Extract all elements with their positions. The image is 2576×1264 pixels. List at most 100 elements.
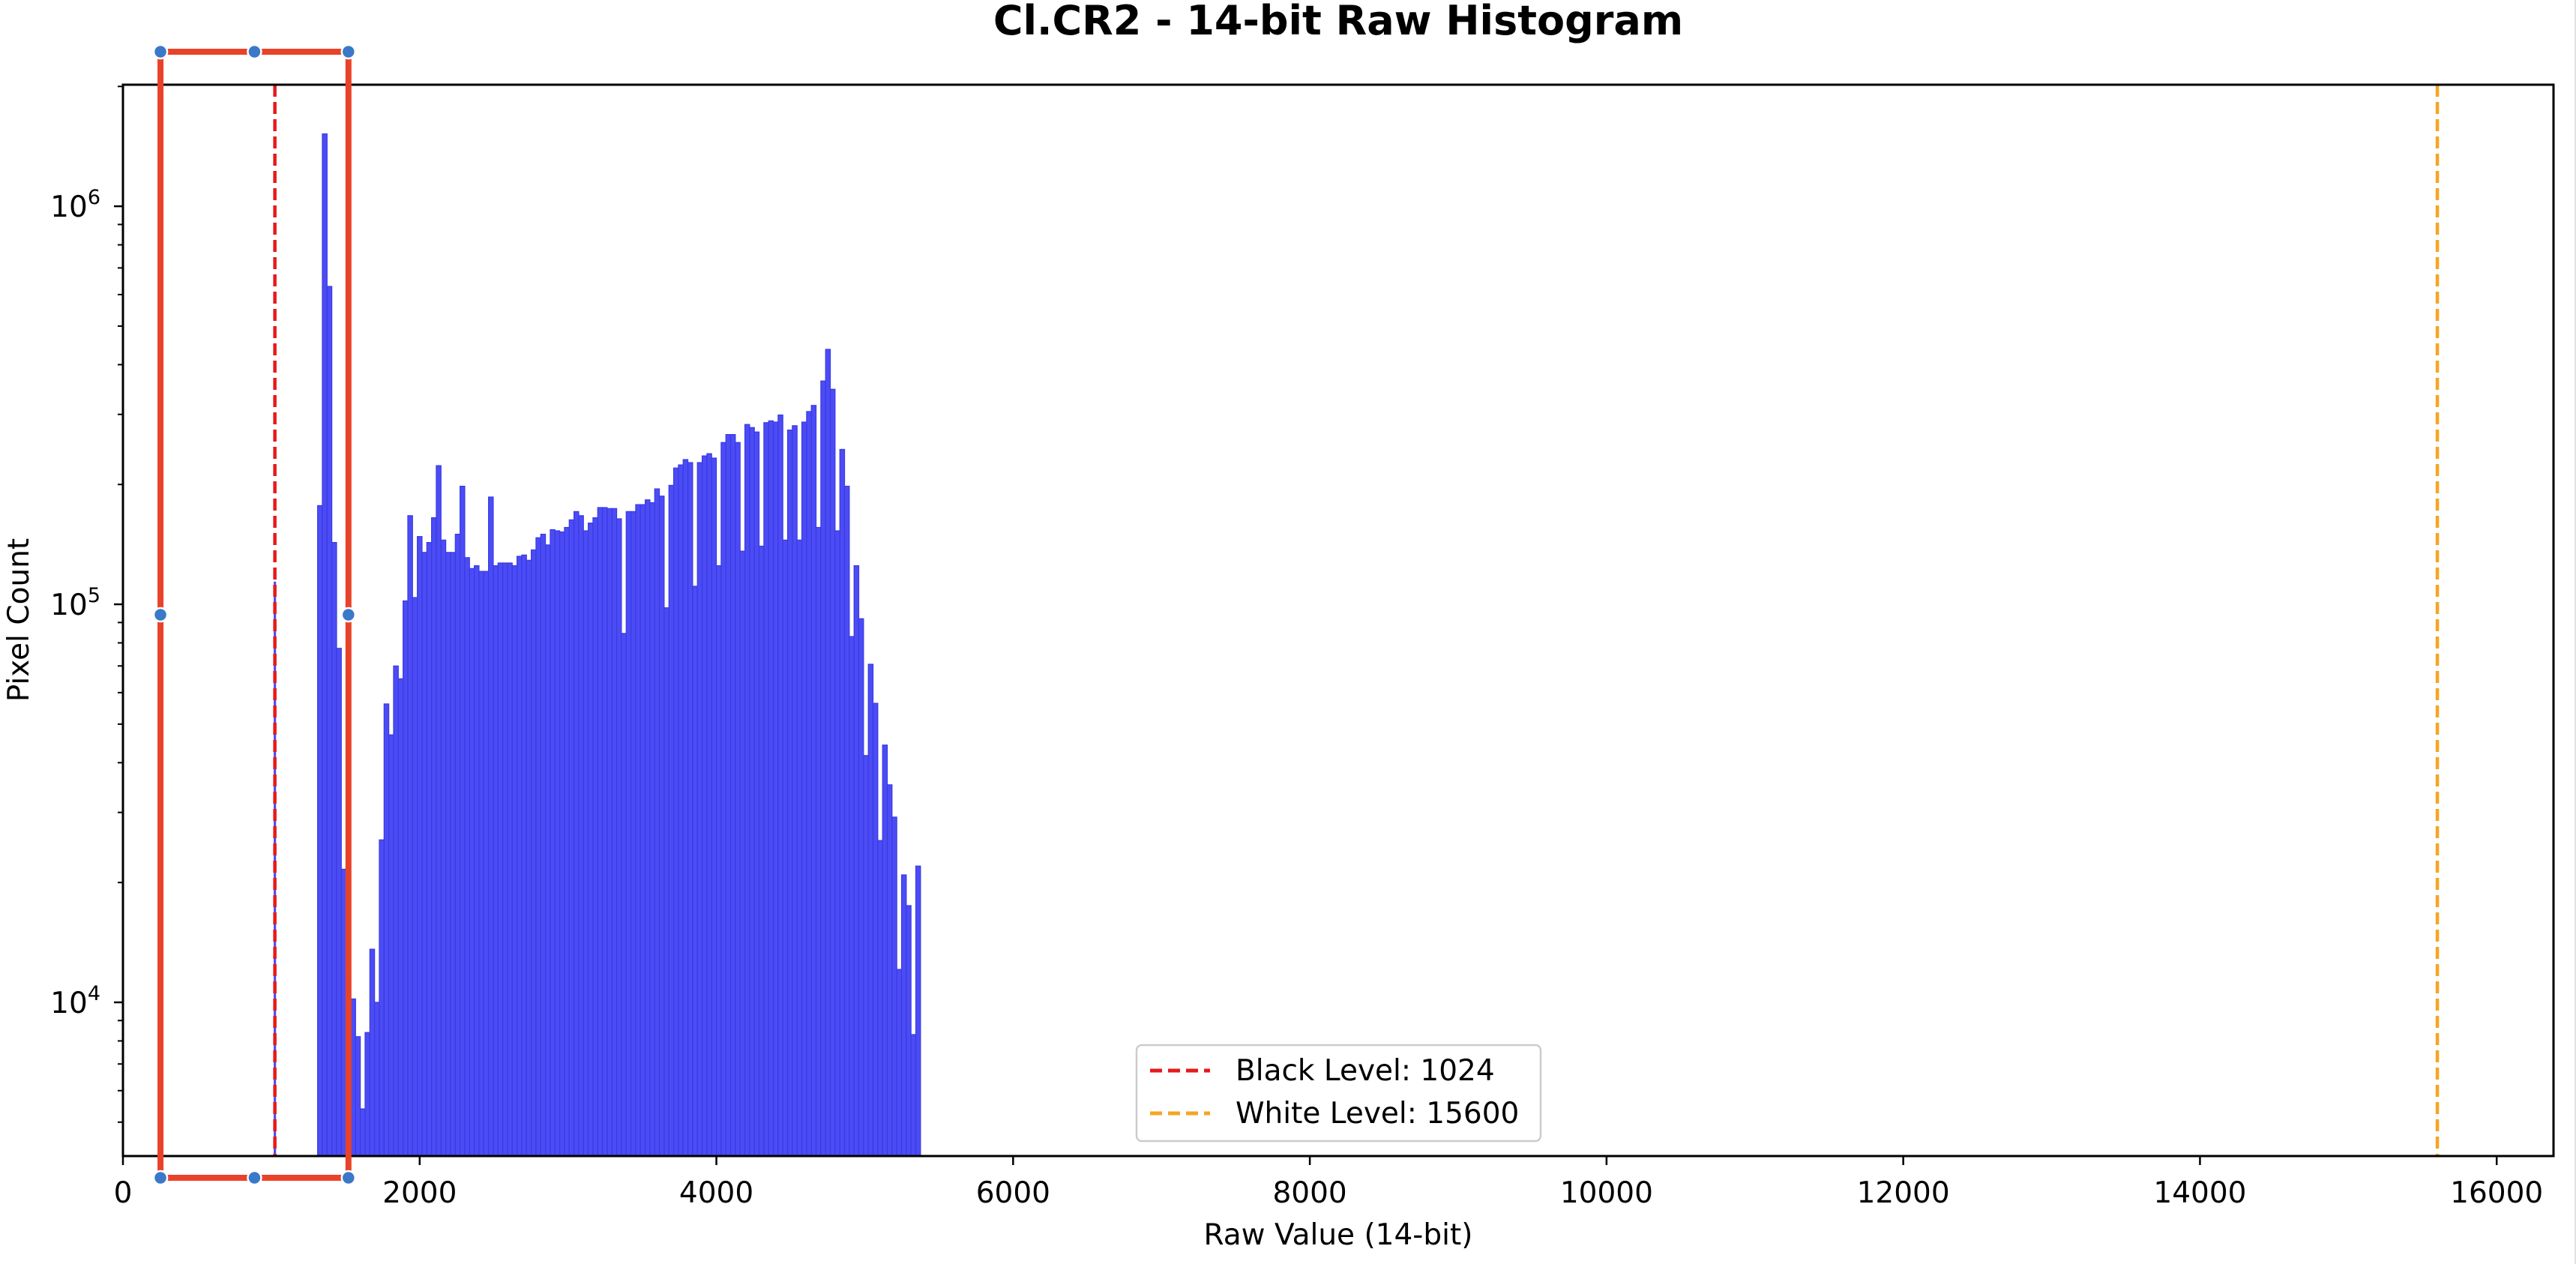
x-tick-label: 2000 [382, 1176, 457, 1210]
histogram-bar [867, 663, 874, 1157]
resize-handle-top-left[interactable] [152, 43, 169, 60]
histogram-bar [910, 1034, 917, 1157]
x-axis-label: Raw Value (14-bit) [1204, 1218, 1473, 1252]
legend-white-level-label: White Level: 15600 [1236, 1097, 1519, 1131]
histogram-bar [601, 507, 608, 1157]
histogram-bar [478, 571, 484, 1157]
x-tick-label: 0 [114, 1176, 133, 1210]
histogram-bar [696, 462, 703, 1157]
histogram-bar [654, 488, 660, 1157]
resize-handle-bottom-right[interactable] [340, 1170, 357, 1186]
histogram-bar [839, 448, 846, 1157]
histogram-bar [393, 665, 399, 1157]
histogram-bar [782, 539, 789, 1157]
histogram-bar [843, 485, 850, 1157]
histogram-bar [379, 839, 385, 1157]
y-tick-label: 105 [50, 584, 100, 622]
histogram-bar [886, 784, 893, 1157]
histogram-bar [564, 526, 570, 1157]
histogram-bar [573, 511, 580, 1157]
histogram-bar [454, 533, 461, 1157]
histogram-bar [900, 874, 907, 1157]
histogram-bar [568, 519, 575, 1157]
histogram-bar [497, 562, 504, 1157]
histogram-bar [815, 526, 822, 1157]
histogram-bar [493, 565, 499, 1157]
histogram-bar [431, 517, 437, 1157]
histogram-bar [469, 568, 475, 1157]
histogram-bar [336, 648, 342, 1157]
histogram-bar [530, 549, 537, 1157]
histogram-bar [715, 565, 722, 1157]
histogram-bar [663, 607, 669, 1157]
histogram-bar [550, 529, 556, 1157]
histogram-bar [829, 388, 836, 1157]
histogram-bar [820, 380, 826, 1157]
histogram-bar [682, 459, 689, 1157]
resize-handle-left[interactable] [152, 607, 169, 623]
histogram-bar [440, 539, 447, 1157]
histogram-bar [630, 511, 637, 1157]
histogram-bar [739, 550, 746, 1157]
histogram-bar [810, 405, 817, 1157]
resize-handle-bottom-left[interactable] [152, 1170, 169, 1186]
histogram-bar [625, 511, 632, 1157]
histogram-bar [806, 411, 812, 1157]
histogram-bar [768, 420, 774, 1157]
x-tick-label: 8000 [1272, 1176, 1346, 1210]
histogram-bar [459, 485, 466, 1157]
histogram-bar [720, 442, 726, 1157]
histogram-bar [483, 571, 490, 1157]
histogram-bar [583, 530, 589, 1157]
y-tick-label: 106 [50, 186, 100, 224]
histogram-bar [592, 517, 598, 1157]
x-tick-label: 10000 [1560, 1176, 1653, 1210]
histogram-bar [511, 565, 518, 1157]
y-tick-label: 104 [50, 982, 100, 1020]
histogram-bar [417, 536, 423, 1157]
x-tick-label: 4000 [679, 1176, 753, 1210]
histogram-bar [403, 600, 409, 1157]
histogram-bar [526, 559, 532, 1157]
histogram-bar [487, 496, 494, 1157]
histogram-bar [744, 424, 750, 1157]
resize-handle-top[interactable] [247, 43, 262, 60]
resize-handle-right[interactable] [340, 607, 357, 623]
histogram-bar [587, 523, 594, 1157]
x-tick-label: 12000 [1857, 1176, 1950, 1210]
histogram-bar [450, 552, 456, 1157]
histogram-bar [853, 565, 860, 1157]
histogram-bar [374, 1002, 380, 1157]
histogram-bar [758, 545, 765, 1157]
histogram-bar [559, 531, 565, 1157]
histogram-bar [383, 703, 390, 1157]
resize-handle-bottom[interactable] [247, 1170, 262, 1186]
selection-box[interactable] [152, 43, 357, 1186]
histogram-bar [834, 530, 840, 1157]
x-tick-label: 6000 [976, 1176, 1050, 1210]
histogram-bar [668, 484, 675, 1157]
histogram-bar [554, 530, 561, 1157]
histogram-bar [825, 349, 831, 1157]
y-axis: 104 105 106 [50, 85, 123, 1123]
histogram-bar [872, 702, 879, 1157]
histogram-bar [891, 816, 897, 1157]
histogram-bar [701, 455, 708, 1157]
legend-box [1135, 1044, 1542, 1143]
histogram-bar [687, 462, 693, 1157]
histogram-bar [796, 539, 803, 1157]
x-tick-label: 16000 [2450, 1176, 2543, 1210]
histogram-bar [350, 998, 356, 1157]
histogram-bar [616, 518, 622, 1157]
histogram-bar [355, 1036, 361, 1157]
histogram-bar [473, 565, 480, 1157]
histogram-bar [388, 734, 394, 1157]
legend: Black Level: 1024 White Level: 15600 [1135, 1044, 1542, 1143]
histogram-bar [649, 502, 655, 1157]
resize-handle-top-right[interactable] [340, 43, 357, 60]
histogram-bar [678, 464, 684, 1157]
plot-frame [121, 83, 2555, 1158]
histogram-bar [421, 552, 427, 1157]
legend-black-level-label: Black Level: 1024 [1236, 1054, 1495, 1088]
histogram-bar [777, 414, 783, 1157]
